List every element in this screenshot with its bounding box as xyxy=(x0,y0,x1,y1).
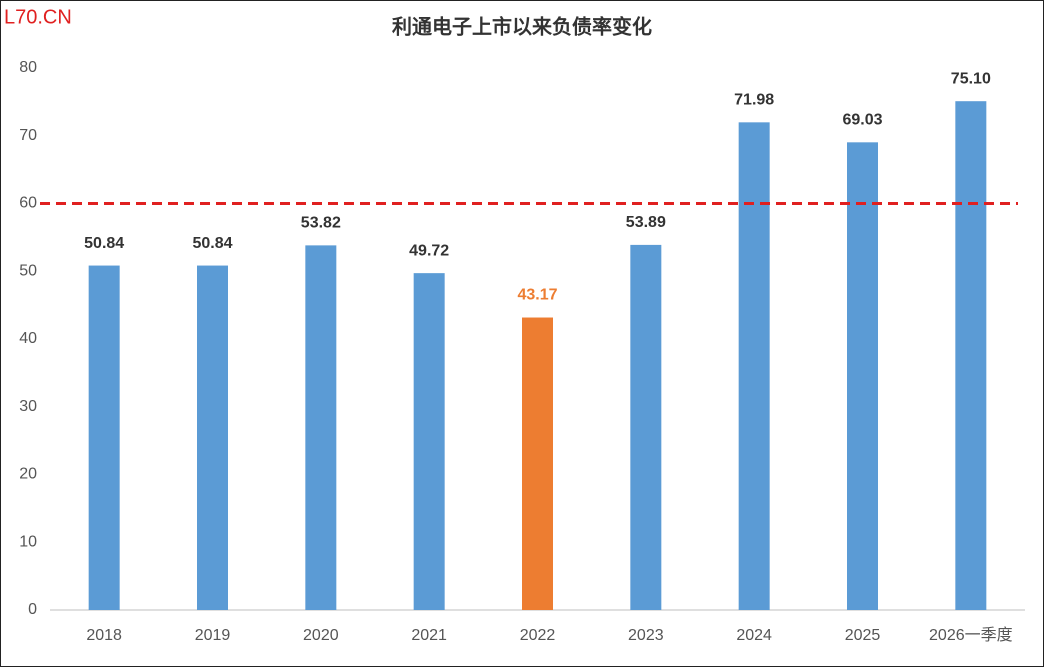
x-tick-label: 2026一季度 xyxy=(929,626,1013,644)
value-label: 75.10 xyxy=(951,70,991,87)
value-label: 69.03 xyxy=(842,112,882,129)
y-tick-label: 60 xyxy=(19,195,37,212)
value-label: 53.89 xyxy=(626,214,666,231)
chart-title: 利通电子上市以来负债率变化 xyxy=(392,15,652,39)
bar xyxy=(305,245,337,610)
value-label: 53.82 xyxy=(301,215,341,232)
x-tick-label: 2018 xyxy=(86,627,122,644)
bar xyxy=(197,265,228,610)
y-tick-label: 50 xyxy=(19,262,37,279)
bar xyxy=(738,122,770,610)
value-label: 43.17 xyxy=(517,287,557,304)
y-tick-label: 0 xyxy=(28,601,37,618)
x-tick-label: 2023 xyxy=(628,627,664,644)
bar xyxy=(522,317,553,610)
y-tick-label: 30 xyxy=(19,398,37,415)
bar xyxy=(955,101,987,610)
bar xyxy=(630,244,662,610)
value-label: 50.84 xyxy=(84,235,124,252)
y-tick-label: 20 xyxy=(19,466,37,483)
value-label: 49.72 xyxy=(409,242,449,259)
bar xyxy=(88,265,120,610)
x-tick-label: 2024 xyxy=(736,627,772,644)
bar xyxy=(413,273,445,610)
x-tick-label: 2020 xyxy=(303,627,339,644)
y-tick-label: 80 xyxy=(19,59,37,76)
y-tick-label: 10 xyxy=(19,533,37,550)
x-tick-label: 2025 xyxy=(845,627,881,644)
value-label: 71.98 xyxy=(734,92,774,109)
bar xyxy=(847,142,878,610)
watermark: L70.CN xyxy=(4,6,72,28)
x-tick-label: 2022 xyxy=(520,627,556,644)
y-tick-label: 40 xyxy=(19,330,37,347)
x-tick-label: 2021 xyxy=(411,627,447,644)
x-tick-label: 2019 xyxy=(195,627,231,644)
y-tick-label: 70 xyxy=(19,127,37,144)
value-label: 50.84 xyxy=(192,235,232,252)
